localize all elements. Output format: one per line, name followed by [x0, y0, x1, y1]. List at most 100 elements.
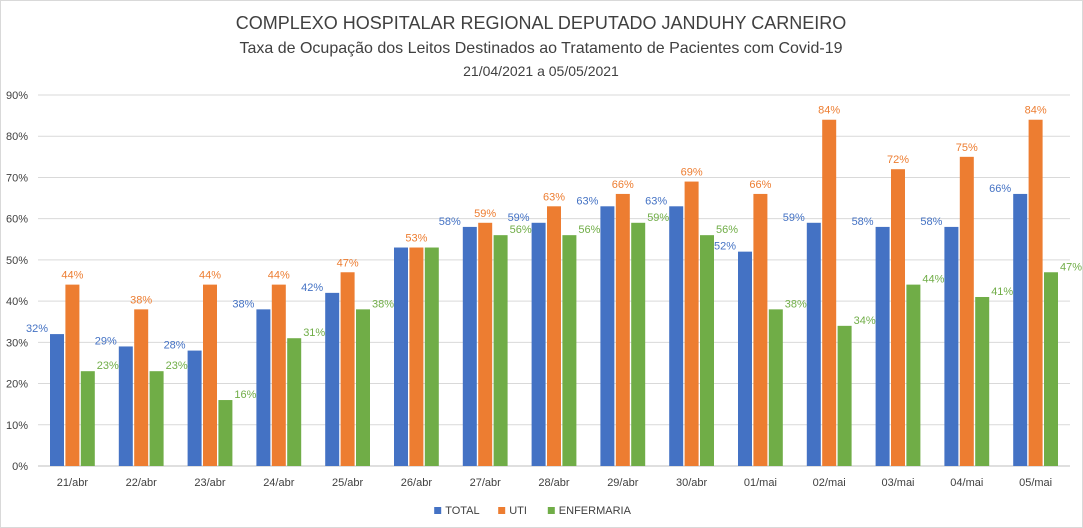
x-tick-label: 27/abr — [470, 477, 502, 489]
chart-subtitle: Taxa de Ocupação dos Leitos Destinados a… — [239, 40, 842, 57]
bar-uti — [409, 247, 424, 466]
bar-enfermaria — [837, 325, 852, 466]
data-label: 59% — [508, 212, 530, 224]
legend-swatch-uti — [498, 507, 506, 514]
bar-uti — [203, 284, 217, 466]
y-tick-label: 70% — [6, 172, 28, 184]
bar-enfermaria — [493, 235, 508, 466]
x-tick-label: 28/abr — [538, 477, 570, 489]
bar-total — [806, 222, 821, 466]
x-tick-label: 02/mai — [813, 477, 846, 489]
bar-uti — [959, 156, 974, 467]
data-label: 59% — [647, 212, 669, 224]
bar-enfermaria — [700, 235, 714, 466]
bar-uti — [753, 193, 768, 466]
data-label: 63% — [576, 195, 598, 207]
data-label: 44% — [268, 270, 290, 282]
data-label: 31% — [303, 327, 325, 339]
legend-swatch-enfermaria — [547, 507, 555, 514]
bar-total — [187, 350, 202, 466]
data-label: 66% — [989, 183, 1011, 195]
data-label: 53% — [405, 233, 427, 245]
data-label: 44% — [199, 270, 221, 282]
chart-date-range: 21/04/2021 a 05/05/2021 — [463, 63, 619, 79]
bar-enfermaria — [768, 309, 783, 466]
bar-total — [531, 222, 546, 466]
bar-enfermaria — [149, 371, 164, 466]
data-label: 75% — [956, 142, 978, 154]
bar-enfermaria — [424, 247, 439, 466]
legend-label-uti: UTI — [509, 505, 527, 517]
data-label: 23% — [97, 360, 119, 372]
x-axis-ticks: 21/abr 22/abr 23/abr 24/abr 25/abr 26/abr 27/a… — [57, 477, 1052, 489]
bar-total — [394, 247, 408, 466]
legend: TOTAL UTI ENFERMARIA — [434, 505, 632, 517]
x-tick-label: 26/abr — [401, 477, 433, 489]
data-label: 38% — [785, 298, 807, 310]
bar-uti — [1028, 119, 1043, 466]
y-tick-label: 30% — [6, 337, 28, 349]
bar-uti — [65, 284, 80, 466]
bar-total — [600, 206, 615, 467]
data-label: 63% — [645, 195, 667, 207]
data-label: 41% — [991, 286, 1013, 298]
bar-uti — [340, 272, 355, 466]
y-tick-label: 20% — [6, 379, 28, 391]
data-label: 38% — [130, 294, 152, 306]
bar-uti — [547, 206, 561, 467]
bar-total — [50, 334, 64, 466]
bar-enfermaria — [562, 235, 577, 466]
bar-enfermaria — [287, 338, 302, 466]
bar-uti — [134, 309, 149, 466]
data-labels: 32% 44% 23% 29% 38% 23% 28% 44% 16% 38% 44% 31% 42% 4… — [26, 105, 1082, 401]
data-label: 16% — [234, 389, 256, 401]
bar-total — [256, 309, 271, 466]
legend-label-total: TOTAL — [445, 505, 479, 517]
data-label: 32% — [26, 323, 48, 335]
data-label: 34% — [854, 315, 876, 327]
bar-total — [325, 292, 340, 466]
data-label: 58% — [920, 216, 942, 228]
data-label: 38% — [372, 298, 394, 310]
x-tick-label: 01/mai — [744, 477, 777, 489]
x-tick-label: 22/abr — [126, 477, 158, 489]
x-tick-label: 29/abr — [607, 477, 639, 489]
bar-enfermaria — [975, 296, 990, 466]
data-label: 47% — [337, 257, 359, 269]
bar-uti — [478, 222, 493, 466]
data-label: 58% — [852, 216, 874, 228]
data-label: 56% — [510, 224, 532, 236]
data-label: 47% — [1060, 261, 1082, 273]
data-label: 28% — [164, 340, 186, 352]
x-tick-label: 04/mai — [950, 477, 983, 489]
bar-uti — [684, 181, 699, 467]
bar-enfermaria — [1044, 272, 1058, 466]
bars — [50, 119, 1058, 467]
bar-enfermaria — [631, 222, 646, 466]
data-label: 56% — [716, 224, 738, 236]
bar-total — [944, 226, 959, 466]
chart-title: COMPLEXO HOSPITALAR REGIONAL DEPUTADO JA… — [236, 13, 846, 33]
x-tick-label: 05/mai — [1019, 477, 1052, 489]
y-tick-label: 50% — [6, 255, 28, 267]
y-tick-label: 90% — [6, 90, 28, 102]
bar-uti — [891, 169, 905, 466]
data-label: 23% — [166, 360, 188, 372]
data-label: 63% — [543, 191, 565, 203]
bar-enfermaria — [218, 400, 233, 466]
y-axis-ticks: 0% 10% 20% 30% 40% 50% 60% 70% 80% 90% — [6, 90, 28, 473]
data-label: 59% — [474, 208, 496, 220]
bar-total — [738, 251, 752, 466]
x-tick-label: 03/mai — [881, 477, 914, 489]
data-label: 84% — [818, 105, 840, 117]
data-label: 38% — [232, 298, 254, 310]
legend-label-enfermaria: ENFERMARIA — [559, 505, 632, 517]
bar-total — [669, 206, 684, 467]
data-label: 66% — [612, 179, 634, 191]
data-label: 69% — [681, 167, 703, 179]
bar-total — [1013, 193, 1028, 466]
bar-enfermaria — [356, 309, 370, 466]
data-label: 44% — [922, 274, 944, 286]
